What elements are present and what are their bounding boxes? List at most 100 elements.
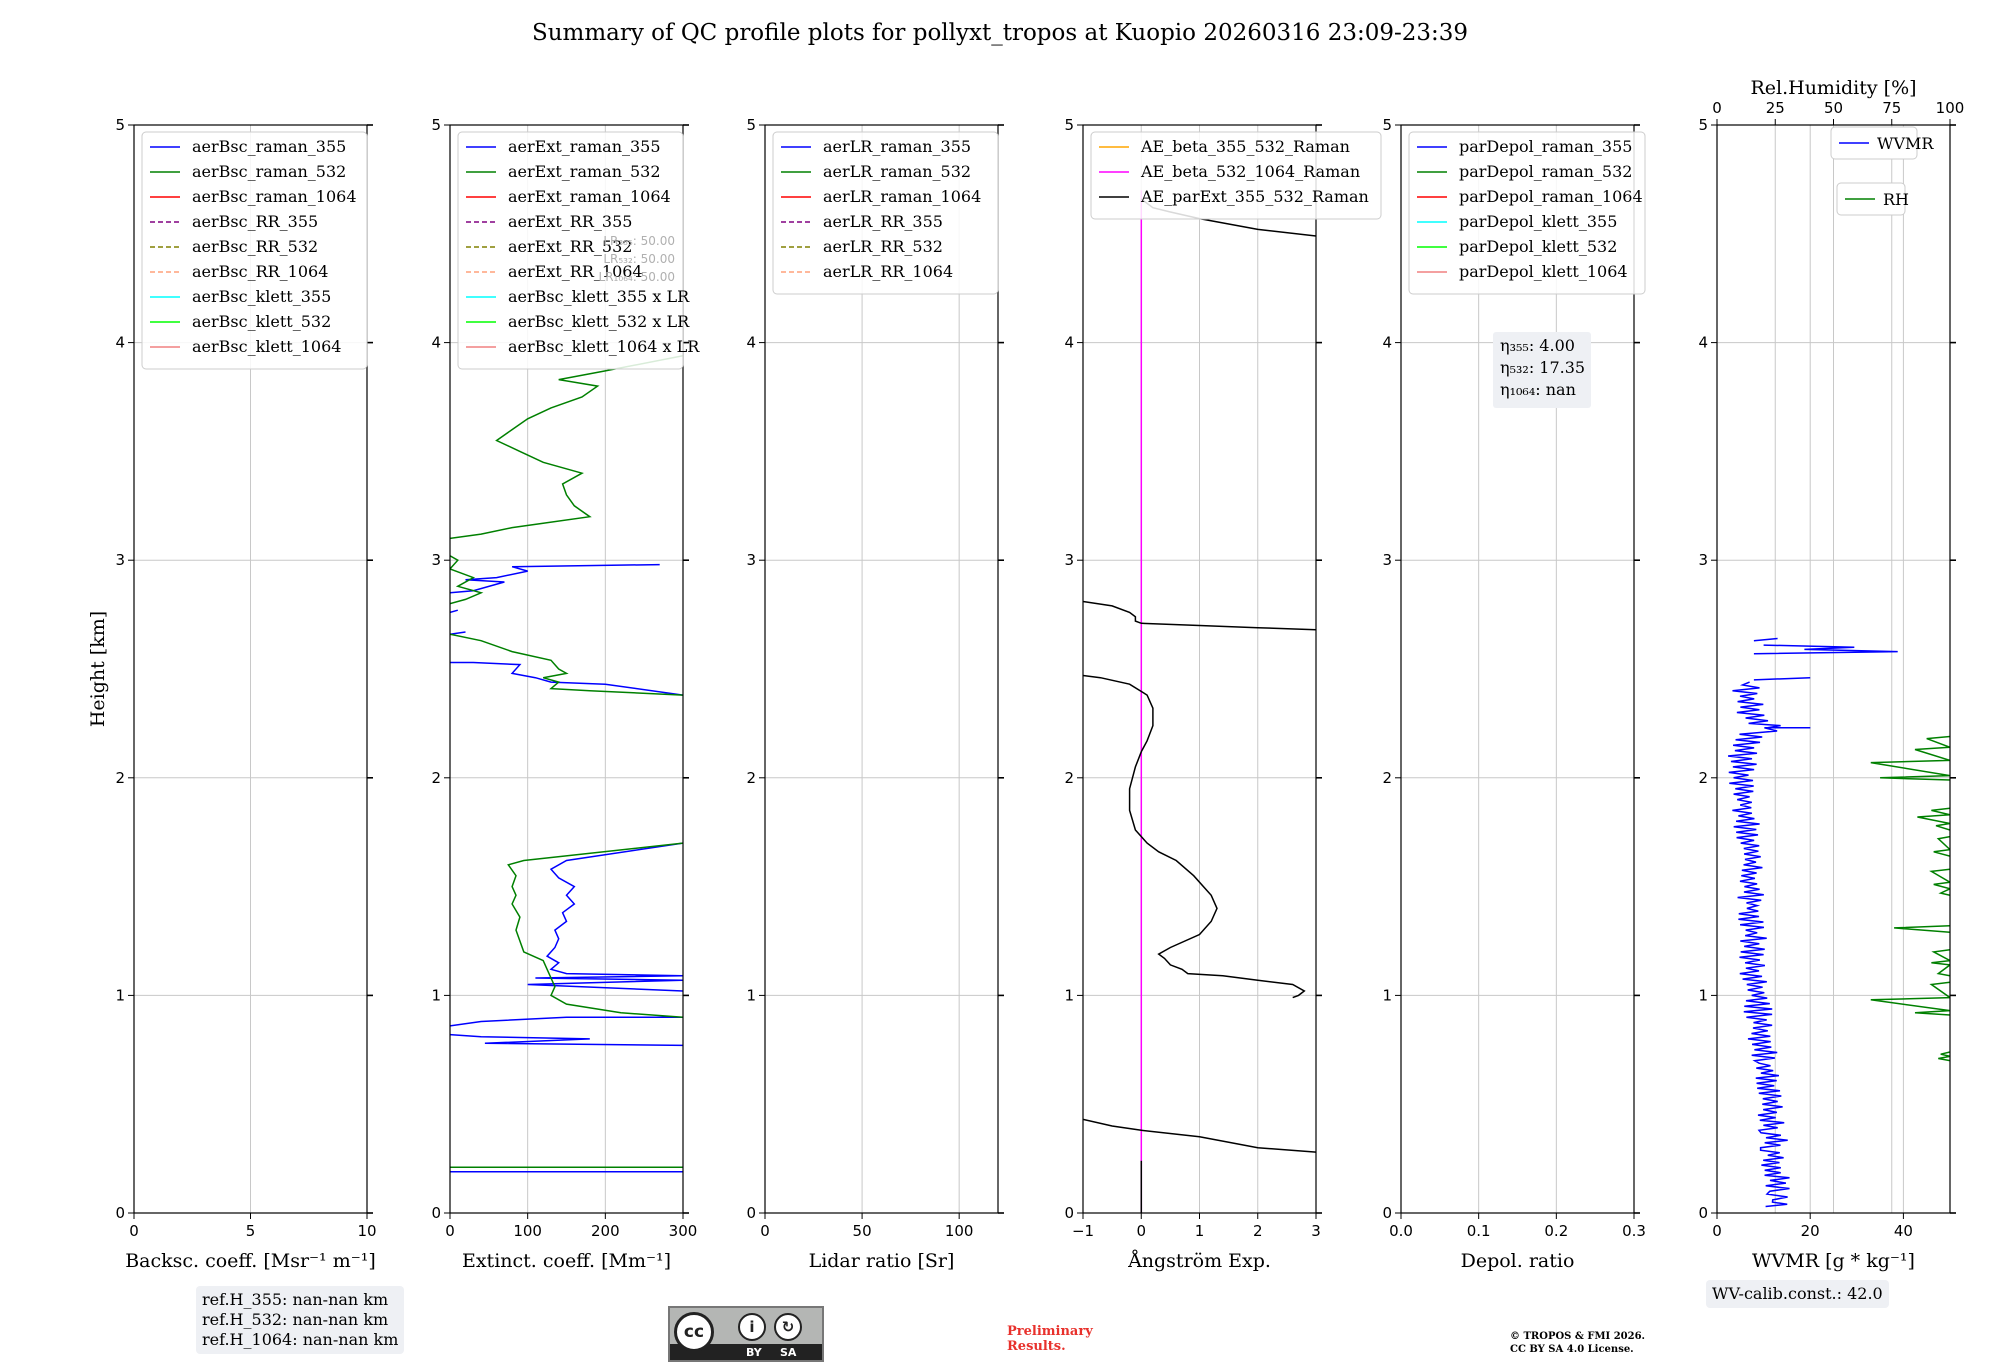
y-tick-label: 1 [1382,986,1392,1004]
x-tick-label: 100 [513,1222,542,1240]
series-line-RH [1870,981,1950,1016]
legend-label: parDepol_klett_532 [1459,237,1617,256]
series-line-WVMR [1753,676,1811,681]
legend-label: aerLR_RR_532 [823,237,943,256]
cc-sa-label: SA [780,1346,797,1359]
series-group [1083,190,1316,1213]
x-tick-label: −1 [1072,1222,1094,1240]
legend-label: aerBsc_klett_532 x LR [508,312,690,331]
x-axis-label: Lidar ratio [Sr] [809,1250,955,1272]
series-line-aerExt_raman_355 [450,661,683,696]
x2-tick-label: 50 [1824,99,1843,117]
series-line-AE_parExt_355_532_Raman [1083,600,1316,631]
series-line-WVMR [1728,681,1811,1208]
y-tick-label: 3 [1698,551,1708,569]
legend-label: aerBsc_klett_355 [192,287,331,306]
series-line-aerExt_raman_355 [527,842,683,992]
legend-label: aerBsc_RR_355 [192,212,318,231]
x-tick-label: 10 [357,1222,376,1240]
legend-box [1090,131,1382,220]
eta-annotation: η₃₅₅: 4.00 [1500,336,1575,355]
x-axis-label: Ångström Exp. [1127,1250,1271,1272]
legend-label: aerExt_raman_532 [508,162,661,181]
y-tick-label: 5 [431,116,441,134]
x2-tick-label: 0 [1712,99,1722,117]
series-line-WVMR [1753,637,1778,642]
preliminary-line-1: Preliminary [1007,1324,1093,1339]
x-tick-label: 0 [760,1222,770,1240]
legend-label: aerExt_RR_355 [508,212,632,231]
series-line-aerExt_raman_355 [450,631,466,635]
x-tick-label: 0 [129,1222,139,1240]
legend-label: aerLR_RR_1064 [823,262,953,281]
legend-label: AE_parExt_355_532_Raman [1140,187,1369,206]
series-line-aerExt_raman_355 [450,1033,683,1047]
legend-label: WVMR [1877,134,1934,153]
cc-license-badge: cc i ↻ BY SA [668,1306,824,1362]
legend-label: aerExt_raman_1064 [508,187,671,206]
y-tick-label: 2 [1064,769,1074,787]
wv-calib-text: WV-calib.const.: 42.0 [1712,1284,1883,1303]
legend-label: aerBsc_RR_532 [192,237,318,256]
y-tick-label: 3 [115,551,125,569]
axes-frame [449,124,684,1214]
y-tick-label: 0 [746,1204,756,1222]
y-tick-label: 4 [1698,334,1708,352]
y-tick-label: 5 [746,116,756,134]
series-line-aerExt_raman_355 [450,563,660,594]
legend-label: aerExt_RR_532 [508,237,632,256]
y-tick-label: 2 [1698,769,1708,787]
y-tick-label: 0 [1382,1204,1392,1222]
series-line-RH [1894,925,1950,934]
legend-box [457,131,684,370]
x-tick-label: 300 [669,1222,698,1240]
preliminary-line-2: Results. [1007,1339,1066,1354]
y-tick-label: 1 [431,986,441,1004]
x-tick-label: 40 [1894,1222,1913,1240]
legend-label: parDepol_raman_1064 [1459,187,1643,206]
x2-axis-label: Rel.Humidity [%] [1750,77,1916,99]
legend-label: RH [1883,190,1909,209]
refh-355: ref.H_355: nan-nan km [202,1290,389,1309]
series-line-aerExt_raman_532 [450,555,484,605]
legend-label: AE_beta_532_1064_Raman [1140,162,1360,181]
y-tick-label: 4 [1064,334,1074,352]
legend-label: parDepol_raman_355 [1459,137,1632,156]
y-tick-label: 5 [1382,116,1392,134]
y-tick-label: 3 [431,551,441,569]
cc-logo: cc [674,1312,714,1352]
legend-label: parDepol_klett_1064 [1459,262,1628,281]
x-axis-label: WVMR [g * kg⁻¹] [1752,1250,1915,1272]
legend-box [141,131,368,370]
y-tick-label: 1 [1698,986,1708,1004]
panel-2: 0 100 200 300 0 1 2 3 4 5 Extinct. coeff. [Mm⁻¹] ae… [431,116,700,1272]
refh-532: ref.H_532: nan-nan km [202,1310,389,1329]
reference-height-box: ref.H_355: nan-nan km ref.H_532: nan-nan… [196,1286,405,1354]
y-tick-label: 2 [115,769,125,787]
axes-frame [1400,124,1635,1214]
x-tick-label: 3 [1311,1222,1321,1240]
x-tick-label: 0 [1712,1222,1722,1240]
legend-label: aerLR_raman_532 [823,162,971,181]
eta-annotation: η₅₃₂: 17.35 [1500,358,1585,377]
copyright-line-1: © TROPOS & FMI 2026. [1510,1331,1646,1342]
y-tick-label: 5 [115,116,125,134]
x-axis-label: Depol. ratio [1461,1250,1575,1272]
y-tick-label: 2 [431,769,441,787]
y-tick-label: 3 [1064,551,1074,569]
series-line-RH [1929,868,1950,897]
legend-label: aerBsc_klett_1064 [192,337,341,356]
y-tick-label: 1 [746,986,756,1004]
panel-3: 0 50 100 0 1 2 3 4 5 Lidar ratio [Sr] aerLR_raman_… [746,116,1004,1272]
series-group [450,354,683,1173]
y-tick-label: 5 [1698,116,1708,134]
copyright-note: © TROPOS & FMI 2026. CC BY SA 4.0 Licens… [1510,1330,1645,1356]
legend-label: aerLR_RR_355 [823,212,943,231]
y-tick-label: 4 [431,334,441,352]
legend-box [772,131,999,295]
y-tick-label: 0 [1064,1204,1074,1222]
x-tick-label: 20 [1801,1222,1820,1240]
legend-label: aerLR_raman_1064 [823,187,981,206]
x-axis-label: Backsc. coeff. [Msr⁻¹ m⁻¹] [125,1250,376,1272]
